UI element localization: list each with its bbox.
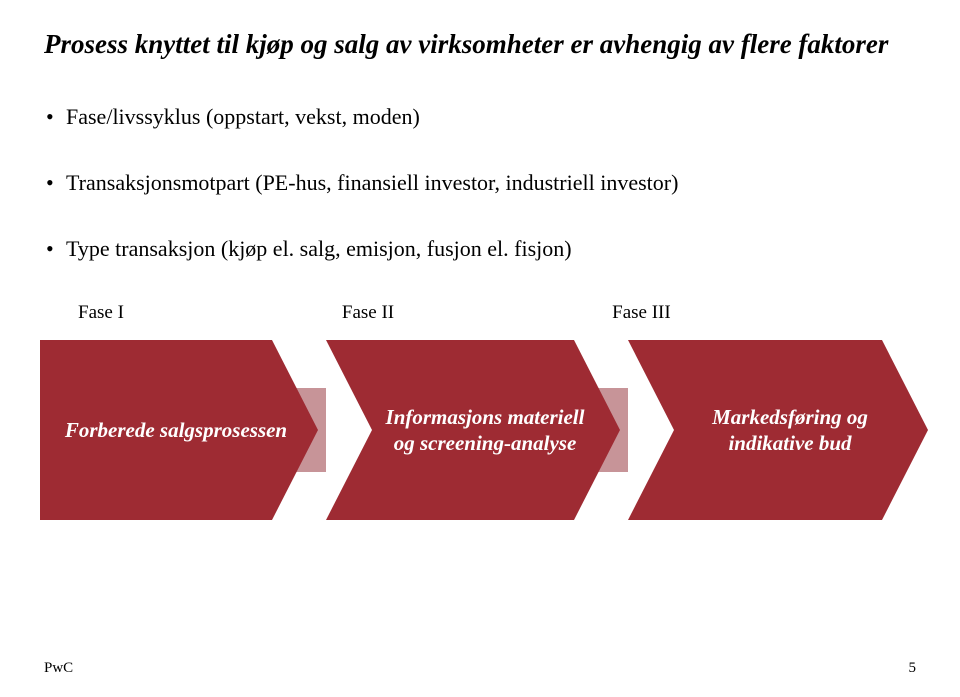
chevron-label: Forberede salgsprosessen [40, 340, 318, 520]
chevron-step-1: Forberede salgsprosessen [40, 340, 318, 520]
phase-label-3: Fase III [612, 302, 671, 324]
chevron-label: Informasjons materiell og screening-anal… [326, 340, 620, 520]
slide-footer: PwC 5 [44, 660, 916, 677]
slide-page: Prosess knyttet til kjøp og salg av virk… [0, 0, 960, 697]
chevron-step-3: Markedsføring og indikative bud [628, 340, 928, 520]
page-title: Prosess knyttet til kjøp og salg av virk… [44, 28, 904, 62]
bullet-list: Fase/livssyklus (oppstart, vekst, moden)… [44, 104, 916, 262]
phase-label-1: Fase I [78, 302, 124, 324]
phase-label-2: Fase II [342, 302, 394, 324]
phase-labels-row: Fase I Fase II Fase III [78, 302, 916, 324]
chevron-label: Markedsføring og indikative bud [628, 340, 928, 520]
process-chevron-row: Forberede salgsprosessen Informasjons ma… [40, 340, 916, 520]
chevron-step-2: Informasjons materiell og screening-anal… [326, 340, 620, 520]
footer-left: PwC [44, 660, 73, 677]
footer-page-number: 5 [909, 660, 917, 677]
bullet-item: Transaksjonsmotpart (PE-hus, finansiell … [44, 170, 916, 196]
bullet-item: Fase/livssyklus (oppstart, vekst, moden) [44, 104, 916, 130]
bullet-item: Type transaksjon (kjøp el. salg, emisjon… [44, 236, 916, 262]
